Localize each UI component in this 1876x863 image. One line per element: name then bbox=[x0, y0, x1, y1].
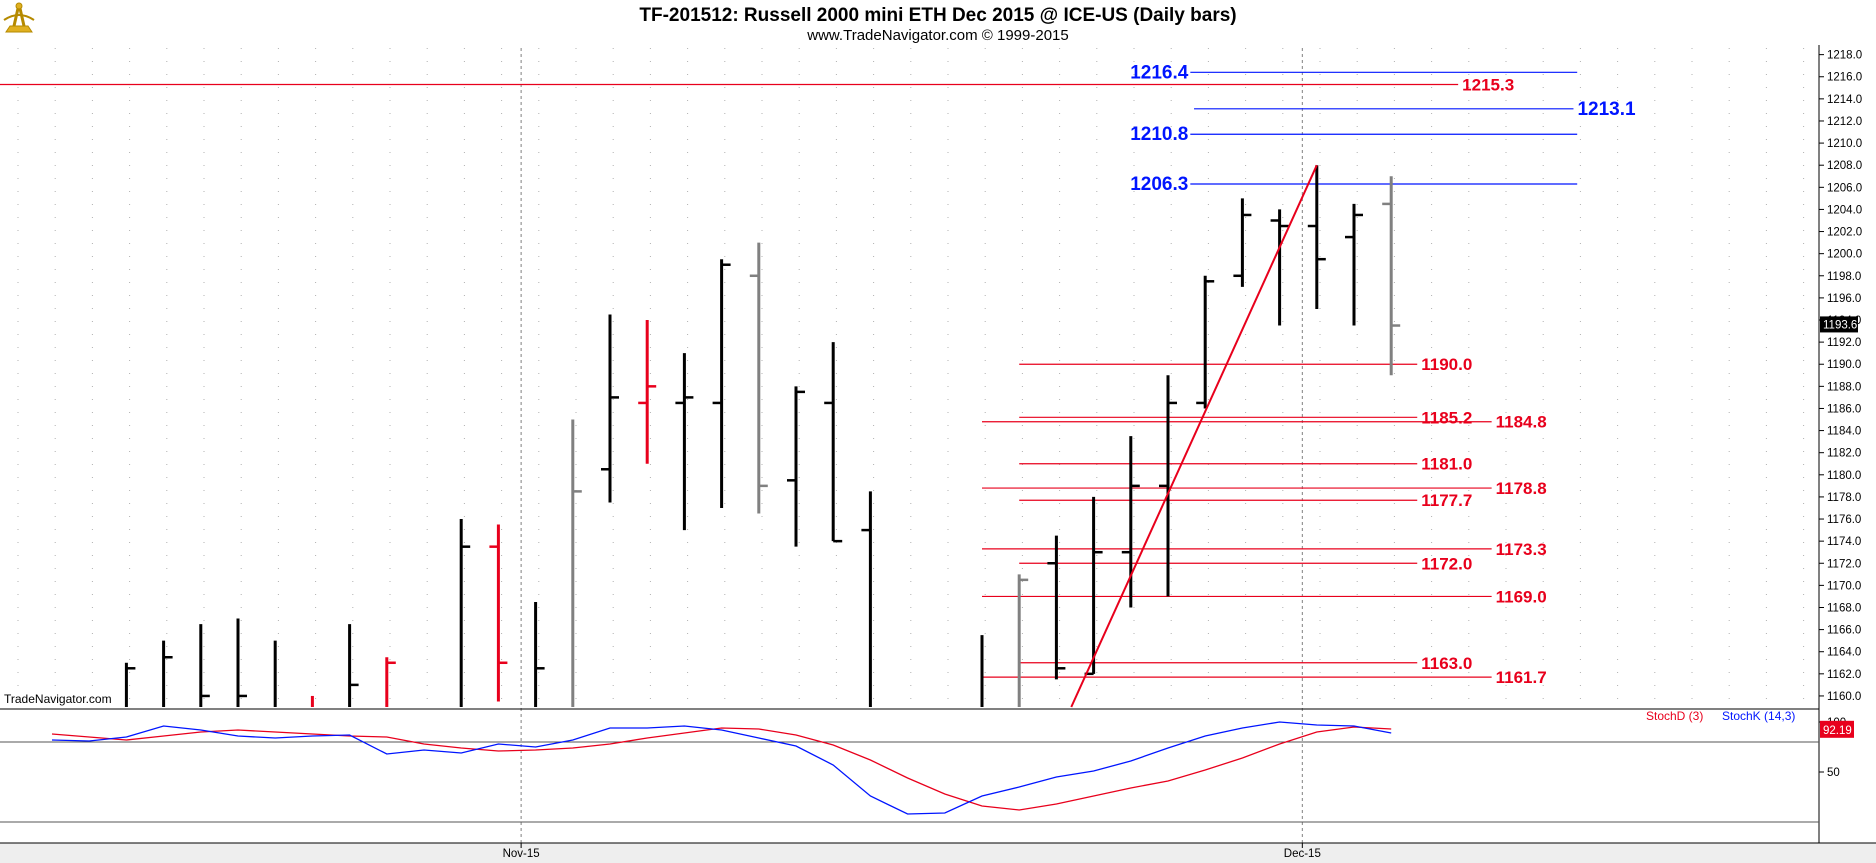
date-tick-label: Nov-15 bbox=[503, 848, 540, 860]
price-tick-label: 1164.0 bbox=[1827, 647, 1861, 659]
level-label: 1190.0 bbox=[1421, 355, 1472, 374]
level-label: 1185.2 bbox=[1421, 408, 1472, 427]
chart-title: TF-201512: Russell 2000 mini ETH Dec 201… bbox=[639, 5, 1236, 26]
level-label: 1177.7 bbox=[1421, 491, 1472, 510]
price-tick-label: 1198.0 bbox=[1827, 271, 1861, 283]
osc-series-line bbox=[51, 726, 1392, 811]
price-tick-label: 1204.0 bbox=[1827, 204, 1862, 216]
last-price-label: 1193.6 bbox=[1823, 319, 1857, 331]
price-tick-label: 1190.0 bbox=[1827, 359, 1861, 371]
watermark: TradeNavigator.com bbox=[4, 692, 112, 706]
price-tick-label: 1178.0 bbox=[1827, 492, 1861, 504]
price-tick-label: 1184.0 bbox=[1827, 426, 1861, 438]
price-tick-label: 1172.0 bbox=[1827, 558, 1861, 570]
price-tick-label: 1200.0 bbox=[1827, 249, 1862, 261]
level-label: 1213.1 bbox=[1577, 99, 1636, 120]
legend-entry: StochD (3) bbox=[1646, 709, 1703, 723]
price-tick-label: 1206.0 bbox=[1827, 182, 1862, 194]
price-bars bbox=[124, 165, 1401, 707]
trendline-group bbox=[1070, 164, 1318, 708]
price-tick-label: 1174.0 bbox=[1827, 536, 1861, 548]
osc-series-line bbox=[51, 721, 1392, 815]
last-price-box bbox=[1820, 316, 1858, 333]
level-label: 1184.8 bbox=[1496, 413, 1547, 432]
level-label: 1163.0 bbox=[1421, 654, 1472, 673]
price-tick-label: 1166.0 bbox=[1827, 625, 1861, 637]
price-tick-label: 1188.0 bbox=[1827, 381, 1861, 393]
price-panel bbox=[0, 45, 1819, 707]
price-tick-label: 1202.0 bbox=[1827, 227, 1862, 239]
price-tick-label: 1214.0 bbox=[1827, 94, 1862, 106]
price-tick-label: 1196.0 bbox=[1827, 293, 1861, 305]
price-axis: 1160.0 1162.0 1164.0 1166.0 1168.0 1170.0 1172… bbox=[1818, 45, 1862, 843]
price-tick-label: 1208.0 bbox=[1827, 160, 1862, 172]
osc-last-value-label: 92.19 bbox=[1823, 725, 1852, 737]
sextant-icon bbox=[3, 2, 35, 33]
osc-tick-label: 50 bbox=[1827, 767, 1840, 779]
level-label: 1216.4 bbox=[1130, 62, 1189, 83]
price-tick-label: 1182.0 bbox=[1827, 448, 1861, 460]
date-tick-label: Dec-15 bbox=[1284, 848, 1321, 860]
date-axis: Nov-15 Dec-15 bbox=[0, 842, 1876, 860]
price-tick-label: 1160.0 bbox=[1827, 691, 1861, 703]
price-tick-label: 1210.0 bbox=[1827, 138, 1862, 150]
trendline bbox=[1070, 164, 1318, 708]
price-tick-label: 1168.0 bbox=[1827, 602, 1861, 614]
legend-entry: StochK (14,3) bbox=[1722, 709, 1795, 723]
price-tick-label: 1176.0 bbox=[1827, 514, 1861, 526]
price-tick-label: 1212.0 bbox=[1827, 116, 1862, 128]
price-tick-label: 1180.0 bbox=[1827, 470, 1861, 482]
price-tick-label: 1216.0 bbox=[1827, 72, 1862, 84]
level-label: 1161.7 bbox=[1496, 668, 1547, 687]
logo bbox=[3, 2, 35, 33]
fibonacci-levels: 1216.4 1215.3 1213.1 1210.8 1206.3 1190.0 1185… bbox=[0, 62, 1636, 687]
osc-last-value-box bbox=[1820, 720, 1854, 738]
level-label: 1173.3 bbox=[1496, 540, 1547, 559]
level-label: 1178.8 bbox=[1496, 479, 1547, 498]
level-label: 1215.3 bbox=[1462, 75, 1514, 94]
level-label: 1169.0 bbox=[1496, 587, 1547, 606]
price-tick-label: 1186.0 bbox=[1827, 403, 1861, 415]
date-axis-strip bbox=[0, 843, 1876, 863]
price-tick-label: 1170.0 bbox=[1827, 580, 1861, 592]
price-tick-label: 1162.0 bbox=[1827, 669, 1861, 681]
gridlines bbox=[17, 48, 1805, 843]
price-tick-label: 1218.0 bbox=[1827, 50, 1862, 62]
level-label: 1210.8 bbox=[1130, 124, 1188, 145]
chart-subtitle: www.TradeNavigator.com © 1999-2015 bbox=[806, 27, 1068, 44]
stochastic-panel: 10050StochD (3)StochK (14,3)92.19 bbox=[0, 708, 1854, 823]
level-label: 1172.0 bbox=[1421, 554, 1472, 573]
level-label: 1206.3 bbox=[1130, 174, 1188, 195]
level-label: 1181.0 bbox=[1421, 455, 1472, 474]
price-tick-label: 1192.0 bbox=[1827, 337, 1861, 349]
